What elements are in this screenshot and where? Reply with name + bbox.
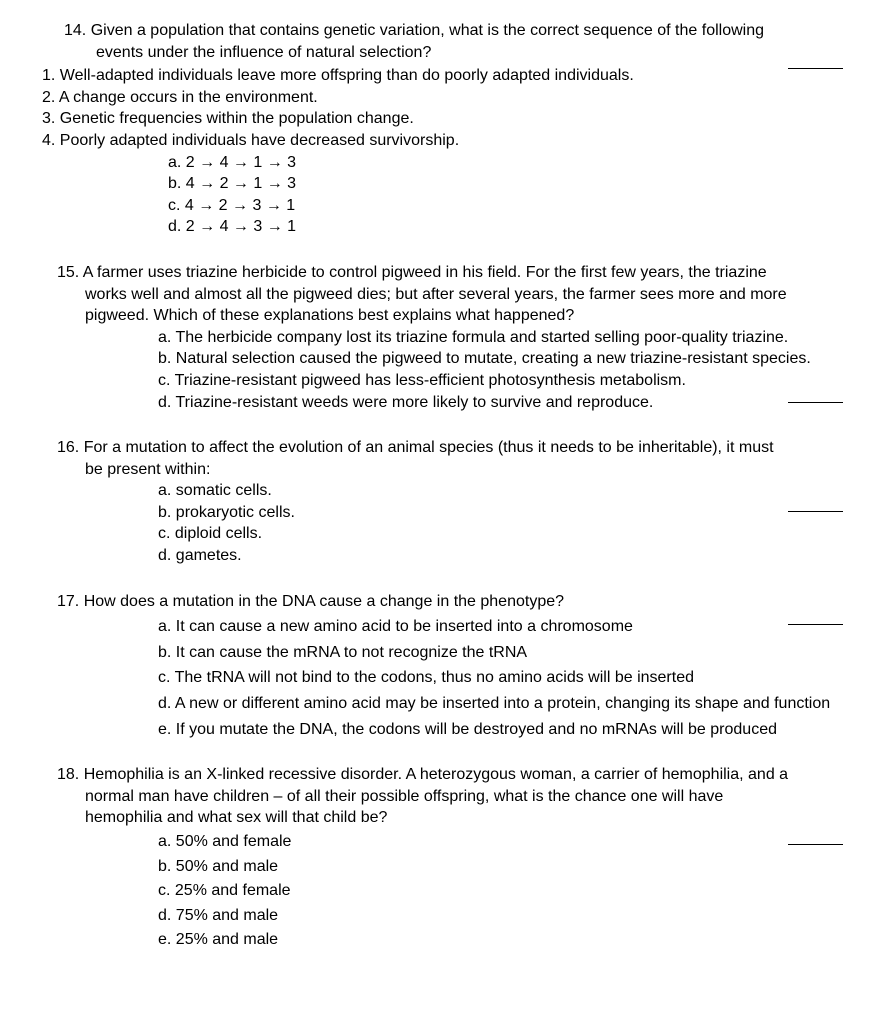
question-14: 14. Given a population that contains gen… (30, 20, 853, 238)
stem-line-1: 15. A farmer uses triazine herbicide to … (30, 262, 853, 284)
answer-blank[interactable] (788, 402, 843, 403)
stem-line-1: 17. How does a mutation in the DNA cause… (30, 591, 853, 613)
question-stem: 18. Hemophilia is an X-linked recessive … (30, 764, 853, 829)
option-b: b. Natural selection caused the pigweed … (30, 348, 853, 370)
stem-line-2: normal man have children – of all their … (30, 786, 853, 808)
option-d: d. A new or different amino acid may be … (30, 693, 853, 715)
option-c: c. 4 → 2 → 3 → 1 (30, 195, 853, 217)
stem-line-3: pigweed. Which of these explanations bes… (30, 305, 853, 327)
question-15: 15. A farmer uses triazine herbicide to … (30, 262, 853, 413)
option-c: c. 25% and female (30, 880, 853, 902)
option-c: c. Triazine-resistant pigweed has less-e… (30, 370, 853, 392)
statement-4: 4. Poorly adapted individuals have decre… (30, 130, 853, 152)
stem-line-2: events under the influence of natural se… (30, 42, 853, 64)
option-a: a. 50% and female (30, 831, 853, 853)
question-stem: 16. For a mutation to affect the evoluti… (30, 437, 853, 480)
answer-options: a. It can cause a new amino acid to be i… (30, 616, 853, 740)
option-d: d. 2 → 4 → 3 → 1 (30, 216, 853, 238)
answer-options: a. somatic cells. b. prokaryotic cells. … (30, 480, 853, 566)
answer-blank[interactable] (788, 624, 843, 625)
option-a: a. 2 → 4 → 1 → 3 (30, 152, 853, 174)
question-18: 18. Hemophilia is an X-linked recessive … (30, 764, 853, 951)
question-stem: 15. A farmer uses triazine herbicide to … (30, 262, 853, 327)
answer-blank[interactable] (788, 844, 843, 845)
option-b: b. It can cause the mRNA to not recogniz… (30, 642, 853, 664)
question-stem: 14. Given a population that contains gen… (30, 20, 853, 63)
numbered-statements: 1. Well-adapted individuals leave more o… (30, 65, 853, 151)
answer-blank[interactable] (788, 511, 843, 512)
answer-options: a. 50% and female b. 50% and male c. 25%… (30, 831, 853, 951)
answer-options: a. 2 → 4 → 1 → 3 b. 4 → 2 → 1 → 3 c. 4 →… (30, 152, 853, 238)
option-a: a. It can cause a new amino acid to be i… (30, 616, 853, 638)
option-b: b. prokaryotic cells. (30, 502, 853, 524)
option-a: a. The herbicide company lost its triazi… (30, 327, 853, 349)
option-c: c. The tRNA will not bind to the codons,… (30, 667, 853, 689)
stem-line-1: 14. Given a population that contains gen… (30, 20, 853, 42)
statement-1: 1. Well-adapted individuals leave more o… (30, 65, 853, 87)
option-d: d. Triazine-resistant weeds were more li… (30, 392, 853, 414)
option-e: e. If you mutate the DNA, the codons wil… (30, 719, 853, 741)
stem-text: Given a population that contains genetic… (91, 22, 764, 39)
stem-line-1: 18. Hemophilia is an X-linked recessive … (30, 764, 853, 786)
option-b: b. 50% and male (30, 856, 853, 878)
option-a: a. somatic cells. (30, 480, 853, 502)
option-d: d. gametes. (30, 545, 853, 567)
option-b: b. 4 → 2 → 1 → 3 (30, 173, 853, 195)
answer-options: a. The herbicide company lost its triazi… (30, 327, 853, 413)
stem-line-3: hemophilia and what sex will that child … (30, 807, 853, 829)
statement-2: 2. A change occurs in the environment. (30, 87, 853, 109)
question-16: 16. For a mutation to affect the evoluti… (30, 437, 853, 567)
option-c: c. diploid cells. (30, 523, 853, 545)
option-d: d. 75% and male (30, 905, 853, 927)
question-stem: 17. How does a mutation in the DNA cause… (30, 591, 853, 613)
question-17: 17. How does a mutation in the DNA cause… (30, 591, 853, 741)
stem-line-2: be present within: (30, 459, 853, 481)
question-number: 14. (64, 22, 86, 39)
stem-line-2: works well and almost all the pigweed di… (30, 284, 853, 306)
stem-line-1: 16. For a mutation to affect the evoluti… (30, 437, 853, 459)
statement-3: 3. Genetic frequencies within the popula… (30, 108, 853, 130)
answer-blank[interactable] (788, 68, 843, 69)
option-e: e. 25% and male (30, 929, 853, 951)
